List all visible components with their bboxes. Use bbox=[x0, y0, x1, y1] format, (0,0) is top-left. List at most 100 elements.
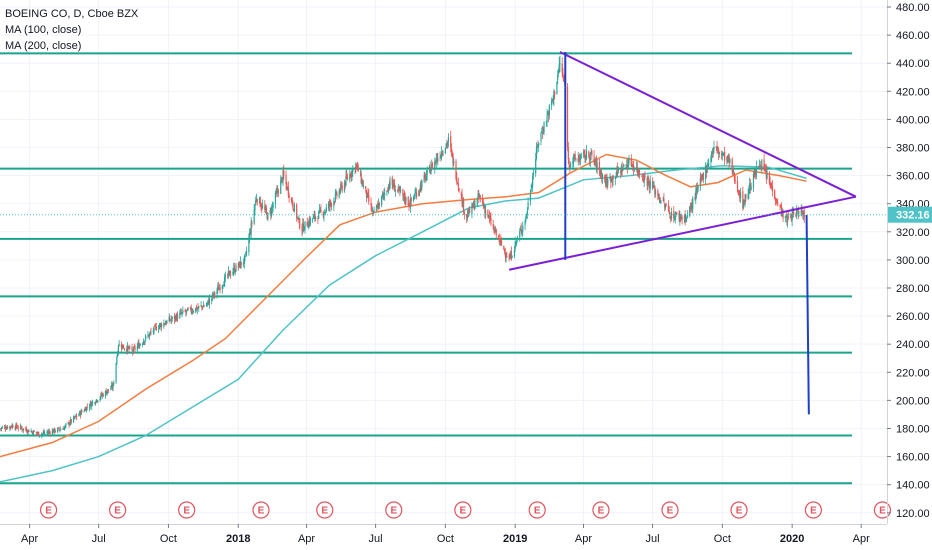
candle-body bbox=[452, 153, 454, 165]
earnings-event-icon[interactable] bbox=[385, 501, 403, 519]
candle-body bbox=[309, 218, 311, 225]
candle-body bbox=[211, 298, 213, 300]
candle-body bbox=[386, 191, 388, 193]
candle-body bbox=[244, 255, 246, 257]
earnings-event-icon[interactable] bbox=[873, 501, 892, 519]
candle-body bbox=[208, 298, 211, 305]
ma200-legend[interactable]: MA (200, close) bbox=[5, 40, 82, 52]
candle-body bbox=[315, 217, 317, 219]
time-axis[interactable]: Apr Jul Oct 2018 Apr Jul Oct 2019 Apr Jul Oct 2020 A… bbox=[21, 524, 870, 545]
earnings-event-icon[interactable] bbox=[39, 501, 58, 519]
candle-body bbox=[453, 160, 455, 164]
candle-body bbox=[461, 194, 463, 206]
candle-body bbox=[695, 191, 697, 200]
candle-body bbox=[299, 218, 301, 229]
candle-body bbox=[510, 252, 512, 259]
candle-body bbox=[41, 434, 43, 436]
symbol-title[interactable]: BOEING CO, D, Cboe BZX bbox=[5, 8, 139, 20]
candle-body bbox=[585, 150, 588, 159]
earnings-event-icon[interactable] bbox=[252, 501, 270, 519]
candle-body bbox=[749, 184, 752, 189]
y-tick-label: 280.00 bbox=[896, 283, 930, 295]
candle-body bbox=[620, 165, 623, 174]
candle-body bbox=[138, 343, 140, 349]
candle-body bbox=[400, 190, 402, 192]
candle-body bbox=[801, 210, 803, 212]
candle-body bbox=[70, 419, 72, 423]
candle-body bbox=[95, 402, 97, 404]
candle-body bbox=[216, 290, 218, 295]
earnings-event-icon[interactable] bbox=[316, 501, 334, 519]
candle-body bbox=[553, 91, 555, 100]
candle-body bbox=[352, 168, 354, 172]
candle-body bbox=[604, 179, 607, 185]
earnings-event-icon[interactable] bbox=[528, 501, 546, 519]
candle-body bbox=[456, 182, 459, 184]
candle-body bbox=[727, 156, 730, 161]
candle-body bbox=[286, 187, 289, 189]
candle-body bbox=[338, 190, 340, 198]
candle-body bbox=[195, 306, 198, 311]
candle-body bbox=[296, 204, 298, 218]
earnings-event-icon[interactable] bbox=[592, 501, 610, 519]
candle-body bbox=[412, 197, 415, 201]
candle-body bbox=[503, 249, 506, 252]
candle-body bbox=[366, 192, 368, 198]
candle-body bbox=[334, 193, 336, 202]
breakdown-projection-line[interactable] bbox=[805, 214, 810, 415]
candle-body bbox=[573, 155, 575, 161]
candle-body bbox=[253, 209, 255, 224]
candle-body bbox=[708, 163, 710, 166]
candle-body bbox=[356, 164, 358, 166]
candle-body bbox=[123, 347, 125, 349]
candle-body bbox=[10, 426, 12, 428]
candle-body bbox=[755, 166, 758, 175]
candle-body bbox=[76, 415, 78, 417]
candle-body bbox=[219, 287, 221, 291]
ma100-legend[interactable]: MA (100, close) bbox=[5, 24, 82, 36]
earnings-event-icon[interactable] bbox=[109, 501, 127, 519]
candle-body bbox=[329, 201, 331, 206]
earnings-event-icon[interactable] bbox=[730, 501, 748, 519]
candle-body bbox=[631, 165, 633, 167]
candle-body bbox=[697, 185, 699, 191]
earnings-event-icon[interactable] bbox=[454, 501, 472, 519]
candle-body bbox=[64, 425, 66, 427]
candle-body bbox=[230, 274, 232, 276]
candle-body bbox=[638, 168, 640, 174]
candle-body bbox=[73, 416, 75, 418]
horizontal-levels[interactable] bbox=[0, 52, 852, 485]
candle-body bbox=[477, 194, 479, 198]
candle-body bbox=[774, 190, 776, 199]
candle-body bbox=[569, 165, 571, 167]
candle-body bbox=[356, 164, 358, 166]
triangle-lower-trendline[interactable] bbox=[508, 195, 857, 271]
candle-body bbox=[154, 325, 157, 327]
candle-body bbox=[320, 209, 322, 212]
candle-body bbox=[652, 186, 654, 188]
candle-body bbox=[720, 152, 723, 155]
candle-body bbox=[621, 166, 623, 172]
candle-body bbox=[148, 333, 151, 337]
earnings-event-icon[interactable] bbox=[661, 501, 679, 519]
trend-drawings[interactable] bbox=[508, 51, 857, 415]
last-price-text: 332.16 bbox=[896, 210, 930, 222]
earnings-event-icon[interactable] bbox=[804, 501, 822, 519]
candle-body bbox=[391, 177, 393, 186]
candle-body bbox=[129, 346, 131, 349]
earnings-event-icon[interactable] bbox=[178, 501, 196, 519]
candle-body bbox=[492, 224, 494, 228]
candle-body bbox=[657, 190, 659, 196]
candle-body bbox=[551, 100, 553, 106]
candle-body bbox=[394, 189, 396, 192]
candle-body bbox=[760, 167, 762, 169]
candle-body bbox=[505, 256, 507, 258]
candle-body bbox=[304, 221, 306, 230]
price-axis[interactable]: 120.00 140.00 160.00 180.00 200.00 220.00 240.… bbox=[887, 2, 930, 520]
last-price-label: 332.16 bbox=[0, 206, 932, 223]
triangle-upper-trendline[interactable] bbox=[559, 51, 857, 198]
candle-body bbox=[551, 99, 553, 101]
candle-body bbox=[79, 411, 82, 416]
